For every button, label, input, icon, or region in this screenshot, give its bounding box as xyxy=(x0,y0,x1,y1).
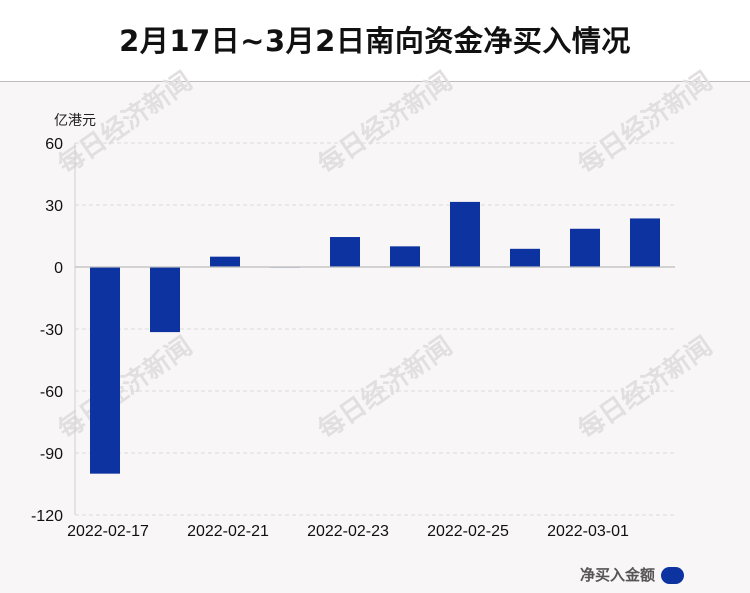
y-tick-label: -60 xyxy=(40,384,63,401)
bar xyxy=(330,237,360,267)
legend-label: 净买入金额 xyxy=(580,566,655,584)
chart-title: 2月17日~3月2日南向资金净买入情况 xyxy=(119,24,631,58)
bar xyxy=(630,218,660,267)
watermark-text: 每日经济新闻 xyxy=(572,66,718,181)
y-tick-label: 0 xyxy=(54,260,63,277)
bar xyxy=(570,228,600,267)
y-tick-label: 60 xyxy=(45,136,63,153)
x-tick-label: 2022-03-01 xyxy=(547,523,629,540)
x-tick-label: 2022-02-17 xyxy=(67,523,149,540)
bar xyxy=(210,256,240,267)
x-tick-label: 2022-02-25 xyxy=(427,523,509,540)
bar xyxy=(150,267,180,333)
bar xyxy=(510,248,540,267)
legend: 净买入金额 xyxy=(580,566,684,584)
watermark-text: 每日经济新闻 xyxy=(312,66,458,181)
y-tick-label: -90 xyxy=(40,446,63,463)
y-tick-label: 30 xyxy=(45,198,63,215)
legend-swatch xyxy=(661,567,684,584)
grid-lines xyxy=(75,142,675,516)
bar xyxy=(390,246,420,267)
bar xyxy=(450,201,480,267)
y-tick-label: -120 xyxy=(31,508,63,525)
x-tick-label: 2022-02-21 xyxy=(187,523,269,540)
bars-group xyxy=(90,201,660,474)
watermark-text: 每日经济新闻 xyxy=(572,331,718,446)
header-bar: 2月17日~3月2日南向资金净买入情况 xyxy=(0,0,750,82)
x-tick-label: 2022-02-23 xyxy=(307,523,389,540)
bar xyxy=(90,267,120,474)
y-tick-label: -30 xyxy=(40,322,63,339)
watermark-text: 每日经济新闻 xyxy=(52,331,198,446)
watermark-text: 每日经济新闻 xyxy=(312,331,458,446)
y-axis-unit-label: 亿港元 xyxy=(54,113,96,129)
